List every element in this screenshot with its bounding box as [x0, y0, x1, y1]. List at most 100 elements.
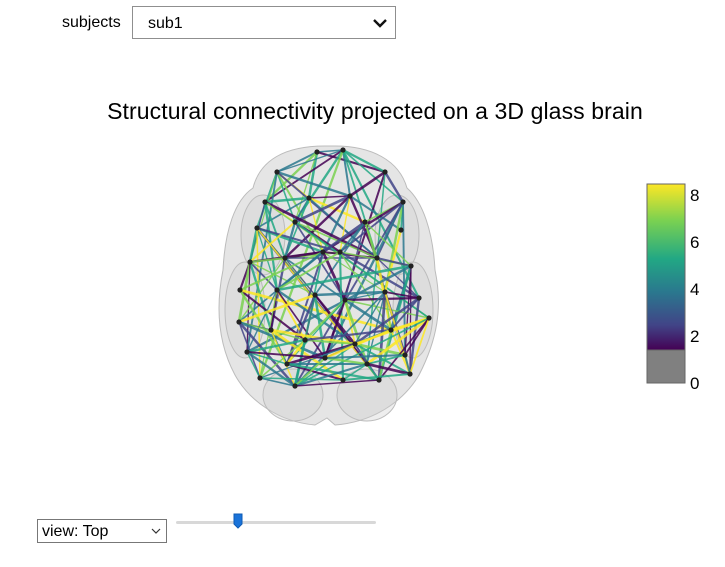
brain-region-node	[398, 227, 404, 233]
connectivity-edge	[324, 299, 346, 359]
connectivity-edge	[343, 299, 369, 365]
brain-region-node	[268, 327, 274, 333]
connectivity-edge	[314, 294, 368, 365]
connectivity-edge	[246, 351, 288, 365]
connectivity-edge	[264, 196, 310, 204]
connectivity-edge	[256, 226, 341, 254]
brain-region-node	[352, 341, 358, 347]
brain-region-node	[337, 249, 343, 255]
brain-region-node	[416, 295, 422, 301]
connectivity-edge	[354, 296, 420, 346]
connectivity-edge	[324, 353, 406, 360]
connectivity-edge	[342, 149, 404, 203]
connectivity-edge	[304, 339, 356, 345]
connectivity-edge	[249, 221, 296, 263]
brain-region-node	[306, 195, 312, 201]
brain-region-node	[292, 219, 298, 225]
connectivity-edge	[342, 363, 368, 381]
brain-region-node	[388, 327, 394, 333]
connectivity-edge	[276, 264, 412, 292]
connectivity-edge	[404, 354, 411, 375]
figure-title: Structural connectivity projected on a 3…	[107, 98, 643, 124]
chevron-down-icon	[373, 19, 387, 28]
brain-region-node	[347, 193, 353, 199]
connectivity-edge	[264, 149, 344, 203]
connectivity-edge	[249, 171, 278, 263]
subjects-selected-value: sub1	[148, 15, 183, 32]
connectivity-edge	[284, 197, 310, 259]
connectivity-edge	[238, 320, 326, 360]
connectivity-edge	[238, 321, 261, 379]
connectivity-edge	[354, 342, 406, 357]
connectivity-edge	[238, 293, 316, 324]
connectivity-edge	[276, 171, 296, 223]
glass-brain-plot[interactable]	[205, 140, 455, 432]
connectivity-edge	[270, 328, 356, 346]
connectivity-edge	[316, 149, 344, 153]
connectivity-edge	[256, 227, 380, 381]
connectivity-edge	[308, 197, 324, 253]
connectivity-edge	[294, 357, 326, 387]
connectivity-edge	[294, 317, 430, 387]
connectivity-edge	[376, 257, 420, 299]
connectivity-edge	[294, 221, 430, 319]
brain-region-node	[262, 199, 268, 205]
colorbar-zero-band	[646, 349, 686, 384]
connectivity-edge	[390, 297, 420, 331]
colorbar-tick-2: 2	[690, 327, 700, 346]
brain-region-node	[374, 255, 380, 261]
connectivity-edge	[304, 328, 392, 342]
connectivity-edge	[322, 220, 366, 254]
connectivity-edge	[259, 339, 306, 379]
connectivity-edge	[294, 379, 380, 387]
brain-region-node	[247, 259, 253, 265]
connectivity-edge	[308, 197, 378, 259]
connectivity-edge	[246, 289, 278, 353]
connectivity-edge	[276, 251, 341, 291]
brain-region-node	[362, 219, 368, 225]
brain-region-node	[407, 371, 413, 377]
slider-thumb[interactable]	[233, 513, 243, 529]
connectivity-edge	[342, 373, 411, 381]
connectivity-edge	[342, 149, 351, 197]
view-dropdown[interactable]: view: Top	[37, 519, 167, 543]
brain-region-node	[236, 319, 242, 325]
connectivity-edge	[248, 227, 259, 263]
brain-region-nodes	[236, 147, 432, 389]
subjects-dropdown[interactable]: sub1	[132, 6, 396, 39]
connectivity-edge	[344, 291, 386, 301]
brain-region-node	[284, 361, 290, 367]
brain-region-node	[282, 255, 288, 261]
connectivity-edge	[376, 257, 412, 267]
slider-track[interactable]	[176, 521, 376, 524]
connectivity-edge	[249, 261, 316, 296]
connectivity-edge	[294, 194, 351, 224]
colorbar-tick-4: 4	[690, 280, 700, 299]
connectivity-edge	[344, 299, 430, 319]
connectivity-edge	[354, 343, 411, 375]
connectivity-edge	[349, 170, 386, 198]
connectivity-edge	[249, 261, 278, 291]
brain-region-node	[257, 375, 263, 381]
connectivity-edge	[390, 316, 430, 332]
brain-region-node	[376, 377, 382, 383]
connectivity-edge	[324, 328, 392, 360]
connectivity-edge	[285, 294, 317, 365]
connectivity-edge	[259, 377, 344, 381]
connectivity-edge	[239, 251, 324, 291]
connectivity-edge	[283, 221, 297, 259]
connectivity-edge	[246, 351, 261, 379]
connectivity-edge	[239, 288, 392, 332]
connectivity-edge	[308, 195, 351, 199]
brain-region-node	[314, 149, 320, 155]
brain-region-node	[312, 292, 318, 298]
connectivity-edge	[377, 291, 387, 381]
connectivity-edge	[324, 356, 368, 366]
colorbar-tick-6: 6	[690, 233, 700, 252]
connectivity-edge	[366, 362, 411, 376]
brain-region-node	[322, 355, 328, 361]
brain-region-node	[340, 147, 346, 153]
colorbar-tick-0: 0	[690, 374, 700, 393]
connectivity-edge	[294, 362, 368, 388]
connectivity-edge	[409, 317, 430, 375]
